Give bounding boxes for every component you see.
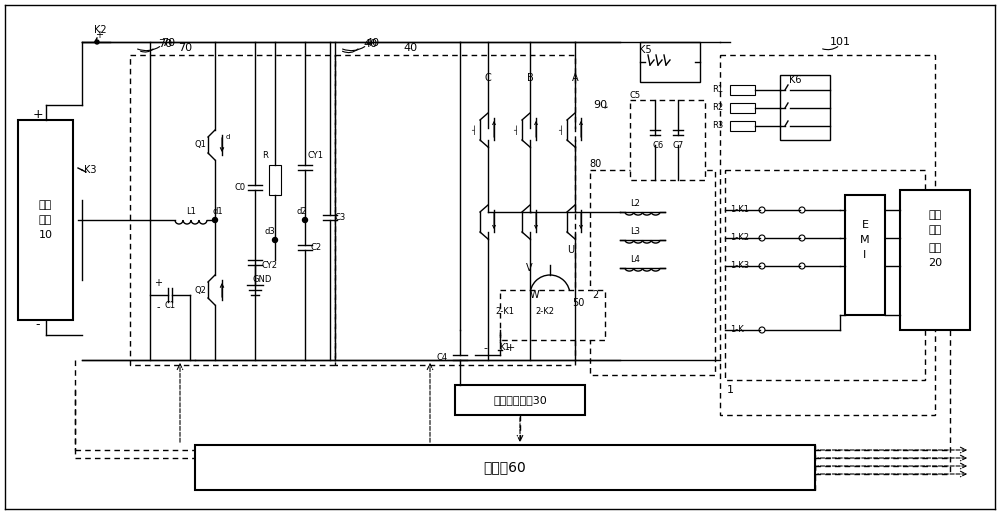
FancyBboxPatch shape [195,445,815,490]
Text: 2: 2 [592,290,598,300]
Text: GND: GND [252,276,272,285]
Text: U: U [567,245,575,255]
Text: 充电: 充电 [928,225,942,235]
Text: 50: 50 [572,298,584,308]
Text: C4: C4 [437,354,448,362]
Text: R3: R3 [712,121,723,131]
Text: R: R [262,151,268,159]
Text: 1-K2: 1-K2 [730,233,749,243]
Text: -: - [35,319,40,332]
FancyBboxPatch shape [900,190,970,330]
Text: R2: R2 [712,103,723,113]
FancyBboxPatch shape [130,55,335,365]
Text: C5: C5 [629,91,641,101]
Text: -: - [483,343,487,353]
Text: ┤: ┤ [472,125,477,135]
Text: 2-K1: 2-K1 [496,307,514,317]
Circle shape [95,40,99,44]
Text: 20: 20 [928,258,942,268]
Text: 控制器60: 控制器60 [484,460,526,474]
Text: CY1: CY1 [307,151,323,159]
Text: ┤: ┤ [514,125,518,135]
Text: C3: C3 [334,213,346,223]
Text: 70: 70 [178,43,192,53]
Text: 40: 40 [363,39,377,49]
FancyBboxPatch shape [730,103,755,113]
Text: 2-K2: 2-K2 [536,307,554,317]
Text: d1: d1 [213,208,223,216]
Text: d: d [226,134,230,140]
FancyBboxPatch shape [18,120,73,320]
Text: 动力: 动力 [39,200,52,210]
Text: 1: 1 [726,385,734,395]
Text: 70: 70 [161,38,175,48]
Text: R1: R1 [712,85,723,95]
Text: 101: 101 [830,37,850,47]
Text: L2: L2 [630,199,640,209]
Text: +: + [154,278,162,288]
Text: L3: L3 [630,228,640,236]
Text: 80: 80 [589,159,601,169]
Text: 1-K: 1-K [730,325,744,335]
Text: 1-K1: 1-K1 [730,206,749,214]
Text: K5: K5 [639,45,651,55]
Text: 10: 10 [38,230,52,240]
Text: V: V [526,263,532,273]
Text: C7: C7 [672,140,684,150]
FancyBboxPatch shape [500,290,605,340]
FancyBboxPatch shape [640,42,700,82]
Text: C0: C0 [234,183,246,193]
Text: 直流充电插座30: 直流充电插座30 [493,395,547,405]
Text: C1: C1 [164,301,176,309]
Text: K6: K6 [789,75,801,85]
FancyBboxPatch shape [730,121,755,131]
Text: Q2: Q2 [194,285,206,295]
Text: 电池: 电池 [39,215,52,225]
Text: K1: K1 [500,343,510,353]
FancyBboxPatch shape [780,75,830,140]
FancyBboxPatch shape [335,55,575,365]
Circle shape [302,217,308,223]
Text: C: C [485,73,491,83]
FancyBboxPatch shape [725,170,925,380]
Text: +: + [95,30,103,40]
Circle shape [272,237,278,243]
Text: I: I [863,250,867,260]
Text: 40: 40 [403,43,417,53]
FancyBboxPatch shape [730,85,755,95]
Text: E: E [862,220,868,230]
Text: CY2: CY2 [262,261,278,269]
FancyBboxPatch shape [455,385,585,415]
Text: +: + [505,343,515,353]
Text: +: + [32,108,43,121]
FancyBboxPatch shape [720,55,935,415]
Text: d3: d3 [265,228,275,236]
Text: B: B [527,73,533,83]
Text: C2: C2 [310,244,322,252]
Text: W: W [529,290,539,300]
Text: 1-K3: 1-K3 [730,262,749,270]
FancyBboxPatch shape [269,165,281,195]
Text: -: - [156,302,160,312]
Text: K3: K3 [84,165,96,175]
FancyBboxPatch shape [630,100,705,180]
Text: 70: 70 [158,39,172,49]
Text: L4: L4 [630,255,640,265]
Text: L1: L1 [186,208,196,216]
Text: M: M [860,235,870,245]
Text: d2: d2 [297,208,307,216]
Text: 40: 40 [366,38,380,48]
FancyBboxPatch shape [845,195,885,315]
Text: Q1: Q1 [194,140,206,150]
Circle shape [212,217,218,223]
Text: 90: 90 [593,100,607,110]
Text: 交流: 交流 [928,210,942,220]
Text: K2: K2 [94,25,106,35]
Text: C6: C6 [652,140,664,150]
Text: ┤: ┤ [558,125,564,135]
Text: A: A [572,73,578,83]
FancyBboxPatch shape [590,170,715,375]
Text: 插座: 插座 [928,243,942,253]
